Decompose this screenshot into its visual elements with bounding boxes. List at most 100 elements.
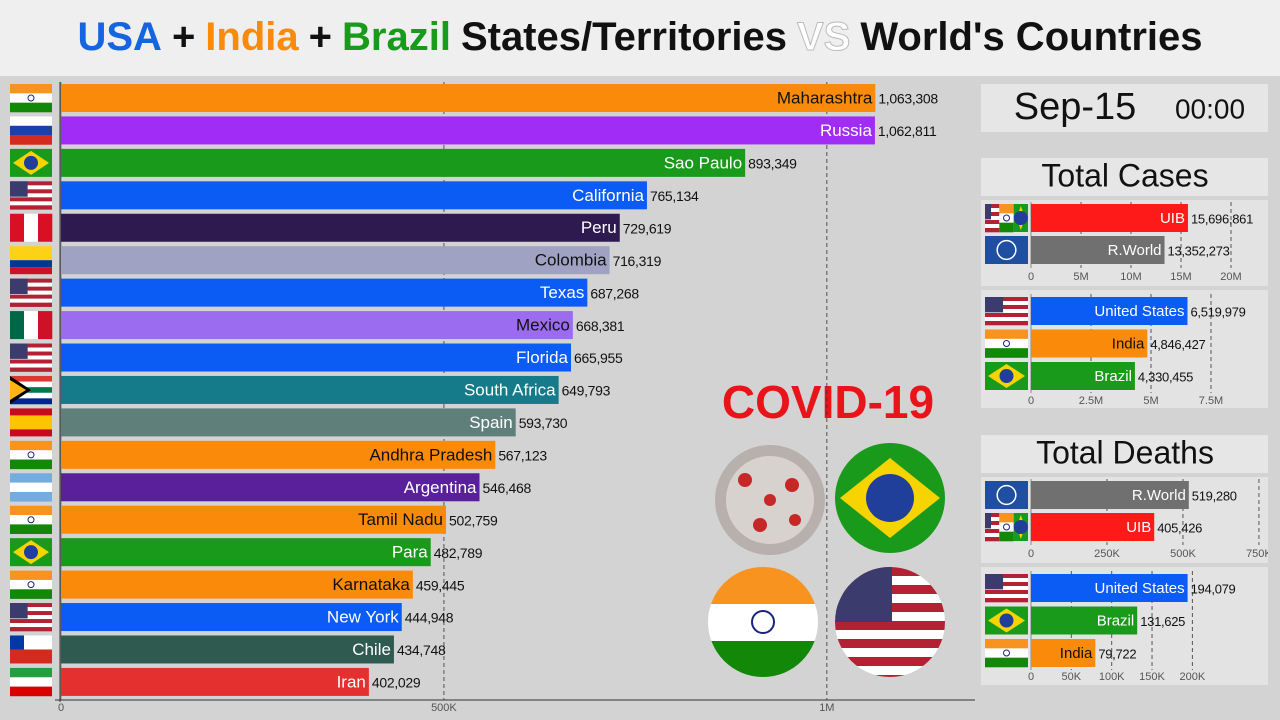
- bar-label: Brazil: [1094, 368, 1132, 385]
- x-tick-label: 0: [1028, 671, 1034, 683]
- title-band: [0, 0, 1280, 76]
- flag-part: [985, 639, 1028, 649]
- bar: [1031, 481, 1189, 509]
- flag: [985, 639, 1028, 668]
- flag: [999, 513, 1014, 542]
- flag-part: [10, 667, 52, 678]
- bar-label: R.World: [1132, 487, 1186, 504]
- bar: [61, 473, 480, 502]
- panel: Total Deaths 0 250K 500K 750K R.World 519,280 U…: [981, 434, 1272, 563]
- value-label: 1,063,308: [878, 91, 938, 107]
- clock-box: [981, 84, 1268, 132]
- title-part: India: [205, 15, 299, 59]
- flag-part: [1003, 649, 1010, 657]
- flag-part: [985, 574, 1004, 590]
- x-tick-label: 500K: [431, 702, 457, 714]
- x-tick-label: 2.5M: [1079, 395, 1103, 407]
- flag-part: [10, 611, 52, 616]
- flag-part: [985, 224, 1000, 229]
- flag-part: [10, 686, 52, 697]
- flag-part: [999, 531, 1014, 542]
- bar: [61, 667, 369, 696]
- x-tick-label: 750K: [1246, 548, 1272, 560]
- flag-part: [10, 290, 52, 295]
- flag: [10, 375, 52, 405]
- bar: [61, 375, 559, 404]
- flag-part: [985, 317, 1028, 322]
- bar-label: Mexico: [516, 316, 570, 335]
- flag: [10, 440, 52, 470]
- bar-label: Russia: [820, 121, 873, 140]
- bar-label: India: [1060, 645, 1093, 662]
- panel-title: Total Cases: [1041, 157, 1208, 193]
- flag-part: [985, 297, 1004, 313]
- bar-label: South Africa: [464, 380, 556, 399]
- value-label: 893,349: [748, 156, 797, 172]
- flag-part: [10, 205, 52, 210]
- value-label: 405,426: [1157, 520, 1202, 535]
- title-part: +: [309, 15, 332, 59]
- bar-label: Colombia: [535, 251, 607, 270]
- flag-part: [985, 529, 1000, 534]
- flag-part: [1003, 340, 1010, 347]
- flag-part: [10, 343, 52, 348]
- bar: [61, 181, 647, 210]
- value-label: 4,846,427: [1150, 337, 1205, 352]
- panel: 0 2.5M 5M 7.5M United States 6,519,979 India 4,…: [981, 290, 1268, 408]
- flag-part: [985, 228, 1000, 233]
- bar: [1031, 639, 1096, 667]
- flag-part: [10, 440, 52, 451]
- flag-part: [985, 204, 1000, 209]
- bar-label: Peru: [581, 218, 617, 237]
- x-tick-label: 1M: [819, 702, 834, 714]
- title-part: States/Territories: [461, 15, 787, 59]
- flag-part: [10, 84, 52, 94]
- flag-part: [985, 517, 1000, 522]
- flag-part: [10, 135, 52, 145]
- flag-part: [985, 204, 992, 220]
- flag: [10, 408, 52, 437]
- value-label: 567,123: [498, 448, 547, 464]
- bar-label: New York: [327, 608, 399, 627]
- flag-part: [10, 347, 52, 352]
- bar: [61, 538, 431, 567]
- flag-part: [10, 363, 52, 368]
- flag-part: [999, 522, 1014, 532]
- flag-part: [985, 329, 1028, 340]
- panel: 0 50K 100K 150K 200K United States 194,079 Braz…: [981, 567, 1268, 685]
- value-label: 13,352,273: [1168, 243, 1230, 258]
- flag-part: [38, 213, 53, 242]
- bar: [61, 343, 572, 372]
- flag-part: [999, 369, 1014, 383]
- flag: [985, 297, 1028, 326]
- value-label: 482,789: [434, 545, 483, 561]
- x-tick-label: 0: [1028, 271, 1034, 283]
- flag-part: [10, 623, 52, 628]
- flag-part: [10, 459, 52, 470]
- flag: [10, 246, 52, 275]
- bar: [61, 246, 610, 275]
- flag-part: [10, 515, 52, 525]
- flag-part: [1013, 520, 1028, 534]
- date: Sep-15: [1014, 86, 1137, 128]
- flag: [985, 204, 1000, 233]
- flag-part: [27, 451, 35, 459]
- x-tick-label: 250K: [1094, 548, 1120, 560]
- flag-part: [10, 260, 52, 268]
- value-label: 194,079: [1191, 581, 1236, 596]
- bar: [61, 505, 447, 534]
- flag-part: [985, 533, 1000, 538]
- value-label: 687,268: [590, 285, 639, 301]
- flag-part: [10, 294, 52, 299]
- flag-part: [10, 125, 52, 136]
- bar-label: Karnataka: [332, 575, 410, 594]
- value-label: 131,625: [1140, 614, 1185, 629]
- bar: [61, 116, 875, 145]
- bar-label: California: [572, 186, 644, 205]
- panel-title-box: [981, 435, 1268, 473]
- flag-part: [27, 94, 35, 102]
- flag-part: [24, 545, 38, 560]
- flag-part: [1003, 214, 1010, 222]
